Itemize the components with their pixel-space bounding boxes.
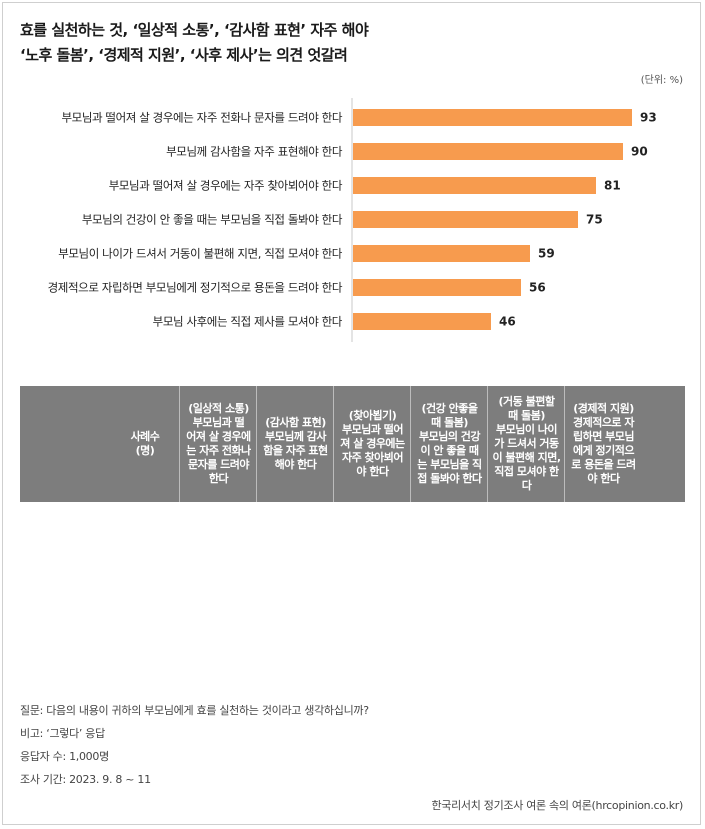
bar bbox=[353, 177, 596, 194]
footer-period: 조사 기간: 2023. 9. 8 ~ 11 bbox=[20, 773, 151, 786]
bar bbox=[353, 211, 578, 228]
footer-respondents: 응답자 수: 1,000명 bbox=[20, 750, 109, 763]
header-column: (건강 안좋을 때 돌봄) 부모님의 건강 이 안 좋을 때 는 부모님을 직 … bbox=[417, 402, 482, 485]
bar bbox=[353, 279, 521, 296]
header-column: (찾아뵙기) 부모님과 떨어 져 살 경우에는 자주 찾아뵈어 야 한다 bbox=[340, 409, 405, 478]
footer-question: 질문: 다음의 내용이 귀하의 부모님에게 효를 실천하는 것이라고 생각하십니… bbox=[20, 704, 369, 717]
bar-value-label: 81 bbox=[604, 179, 621, 193]
header-separator bbox=[487, 386, 488, 502]
header-separator bbox=[410, 386, 411, 502]
header-separator bbox=[564, 386, 565, 502]
title-line-2: ‘노후 돌봄’, ‘경제적 지원’, ‘사후 제사’는 의견 엇갈려 bbox=[20, 46, 348, 64]
bar-value-label: 59 bbox=[538, 247, 555, 261]
bar-value-label: 75 bbox=[586, 213, 603, 227]
header-separator bbox=[256, 386, 257, 502]
bar-category-label: 부모님과 떨어져 살 경우에는 자주 찾아뵈어야 한다 bbox=[109, 179, 343, 193]
header-base-count: 사례수 (명) bbox=[130, 430, 160, 457]
title-line-1: 효를 실천하는 것, ‘일상적 소통’, ‘감사함 표현’ 자주 해야 bbox=[20, 21, 369, 39]
bar-category-label: 경제적으로 자립하면 부모님에게 정기적으로 용돈을 드려야 한다 bbox=[48, 281, 343, 295]
header-separator bbox=[179, 386, 180, 502]
bar bbox=[353, 313, 491, 330]
bar-category-label: 부모님이 나이가 드셔서 거동이 불편해 지면, 직접 모셔야 한다 bbox=[58, 247, 343, 261]
bar-category-label: 부모님과 떨어져 살 경우에는 자주 전화나 문자를 드려야 한다 bbox=[61, 111, 342, 125]
bar-value-label: 90 bbox=[631, 145, 648, 159]
bar-category-label: 부모님께 감사함을 자주 표현해야 한다 bbox=[166, 145, 343, 159]
table-header: 사례수 (명) (일상적 소통) 부모님과 떨 어져 살 경우에 는 자주 전화나… bbox=[20, 386, 685, 502]
footer-note: 비고: ‘그렇다’ 응답 bbox=[20, 727, 105, 740]
bar bbox=[353, 109, 632, 126]
chart-title: 효를 실천하는 것, ‘일상적 소통’, ‘감사함 표현’ 자주 해야 ‘노후 … bbox=[20, 18, 369, 68]
bar-chart: 부모님과 떨어져 살 경우에는 자주 전화나 문자를 드려야 한다 93 부모님께 … bbox=[48, 98, 657, 342]
bar bbox=[353, 143, 623, 160]
header-separator bbox=[333, 386, 334, 502]
bar-category-label: 부모님 사후에는 직접 제사를 모셔야 한다 bbox=[153, 315, 343, 329]
header-column: (거동 불편할 때 돌봄) 부모님이 나이 가 드셔서 거동 이 불편해 지면,… bbox=[492, 395, 561, 492]
bar-category-label: 부모님의 건강이 안 좋을 때는 부모님을 직접 돌봐야 한다 bbox=[82, 213, 343, 227]
header-column: (감사함 표현) 부모님께 감사 함을 자주 표현 해야 한다 bbox=[263, 416, 328, 471]
bar bbox=[353, 245, 530, 262]
unit-label: (단위: %) bbox=[640, 75, 683, 86]
bar-value-label: 56 bbox=[529, 281, 546, 295]
footer-source: 한국리서치 정기조사 여론 속의 여론(hrcopinion.co.kr) bbox=[431, 799, 683, 812]
bar-value-label: 93 bbox=[640, 111, 657, 125]
header-column: (경제적 지원) 경제적으로 자 립하면 부모님 에게 정기적으 로 용돈을 드… bbox=[571, 402, 636, 485]
bar-value-label: 46 bbox=[499, 315, 516, 329]
header-column: (일상적 소통) 부모님과 떨 어져 살 경우에 는 자주 전화나 문자를 드려… bbox=[186, 402, 251, 485]
